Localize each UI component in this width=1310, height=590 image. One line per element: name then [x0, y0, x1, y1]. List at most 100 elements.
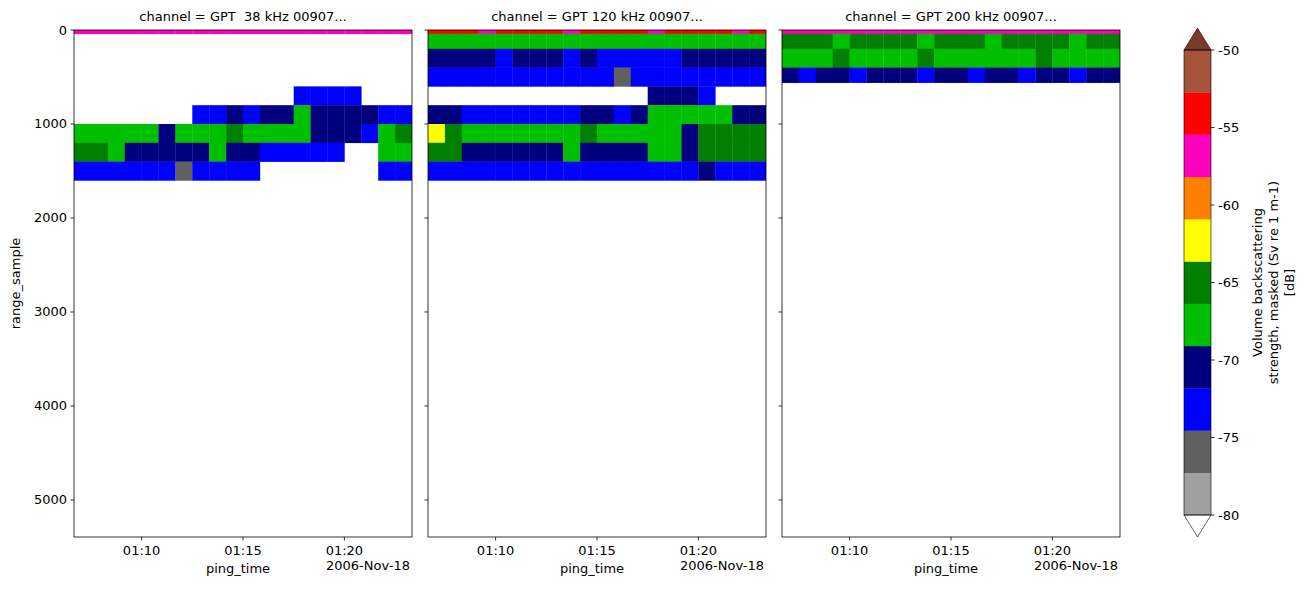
x-tick — [141, 537, 142, 541]
cell — [917, 34, 934, 49]
cell — [867, 49, 884, 68]
colorbar-band — [1184, 304, 1211, 347]
cell — [682, 30, 699, 34]
cell — [108, 162, 125, 181]
cell — [900, 34, 917, 49]
cell — [226, 162, 243, 181]
cell — [529, 30, 546, 34]
cell — [1086, 49, 1103, 68]
cell — [192, 143, 209, 162]
panel-title: channel = GPT 38 kHz 00907... — [139, 9, 346, 24]
cell — [782, 30, 799, 34]
cell — [648, 143, 665, 162]
cell — [1019, 30, 1036, 34]
cell — [546, 143, 563, 162]
cell — [1036, 68, 1053, 83]
cell — [192, 162, 209, 181]
cell — [682, 68, 699, 87]
colorbar-tick — [1211, 515, 1215, 516]
cell — [698, 68, 715, 87]
cell — [142, 143, 159, 162]
cell — [580, 49, 597, 68]
cell — [648, 49, 665, 68]
colorbar-frame — [1184, 50, 1211, 515]
cell — [226, 124, 243, 143]
cell — [175, 124, 192, 143]
cell — [311, 86, 328, 105]
x-tick-label: 01:10 — [831, 543, 868, 558]
y-tick — [71, 217, 75, 218]
cell — [428, 105, 445, 124]
cell — [445, 162, 462, 181]
cell — [479, 105, 496, 124]
cell — [311, 143, 328, 162]
cell — [277, 30, 294, 34]
x-tick-label: 01:15 — [578, 543, 615, 558]
cell — [833, 49, 850, 68]
cell — [496, 162, 513, 181]
y-tick — [425, 217, 429, 218]
cell — [799, 34, 816, 49]
y-tick — [779, 499, 783, 500]
colorbar-band — [1184, 430, 1211, 473]
cell — [631, 34, 648, 49]
cell — [648, 68, 665, 87]
cell — [782, 68, 799, 83]
cell — [546, 34, 563, 49]
colorbar-band — [1184, 50, 1211, 93]
cell — [631, 68, 648, 87]
cell — [1086, 30, 1103, 34]
cell — [277, 143, 294, 162]
y-tick — [779, 30, 783, 31]
cell — [698, 162, 715, 181]
cell — [462, 105, 479, 124]
cell — [749, 49, 766, 68]
cell — [563, 49, 580, 68]
cell — [175, 143, 192, 162]
cells — [782, 30, 1120, 83]
colorbar-tick — [1211, 282, 1215, 283]
cell — [328, 86, 345, 105]
cell — [833, 30, 850, 34]
x-tick — [951, 537, 952, 541]
cell — [682, 162, 699, 181]
cell — [682, 105, 699, 124]
cell — [529, 124, 546, 143]
cell — [328, 124, 345, 143]
cell — [142, 30, 159, 34]
cell — [395, 162, 412, 181]
cell — [563, 30, 580, 34]
cell — [462, 124, 479, 143]
cell — [328, 105, 345, 124]
colorbar-band — [1184, 177, 1211, 220]
cell — [1069, 34, 1086, 49]
cell — [1036, 49, 1053, 68]
cell — [732, 49, 749, 68]
cell — [631, 143, 648, 162]
cell — [648, 86, 665, 105]
cell — [428, 34, 445, 49]
x-tick-label: 01:15 — [932, 543, 969, 558]
cell — [934, 34, 951, 49]
cell — [614, 124, 631, 143]
cell — [513, 34, 530, 49]
cell — [344, 30, 361, 34]
cell — [74, 124, 91, 143]
cell — [580, 162, 597, 181]
cell — [192, 30, 209, 34]
cell — [749, 124, 766, 143]
y-tick — [425, 123, 429, 124]
cell — [311, 124, 328, 143]
cell — [614, 162, 631, 181]
y-tick — [425, 499, 429, 500]
cell — [816, 49, 833, 68]
cell — [462, 162, 479, 181]
cell — [428, 162, 445, 181]
cell — [74, 30, 91, 34]
cell — [1002, 34, 1019, 49]
cell — [328, 30, 345, 34]
cell — [260, 143, 277, 162]
cell — [311, 105, 328, 124]
cell — [968, 30, 985, 34]
cell — [850, 34, 867, 49]
